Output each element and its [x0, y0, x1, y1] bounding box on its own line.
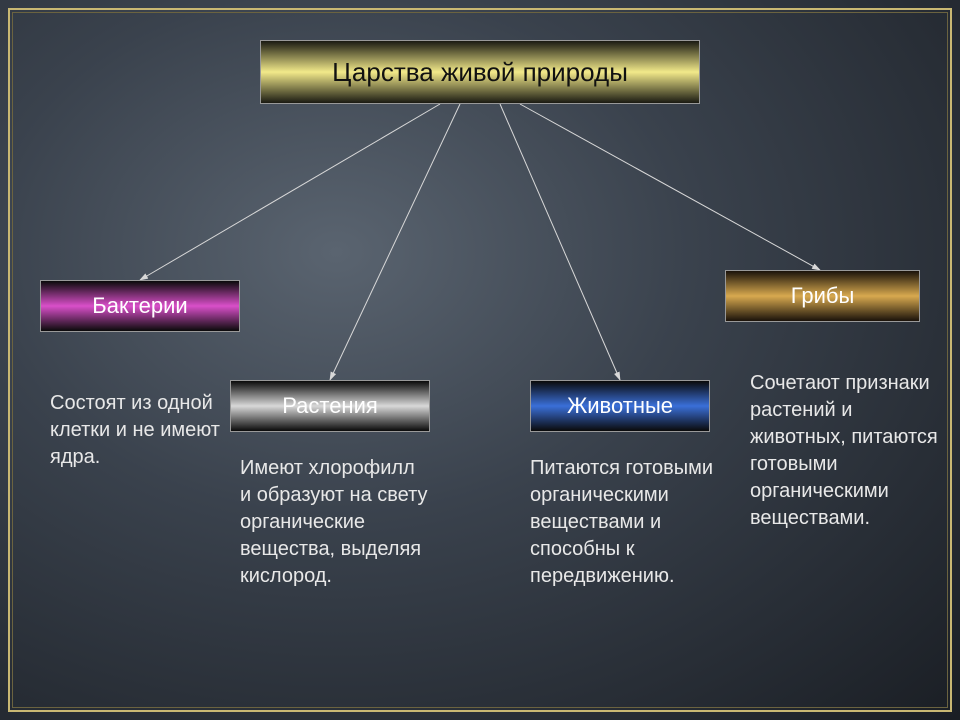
node-plants: Растения — [230, 380, 430, 432]
desc-plants: Имеют хлорофилл и образуют на свету орга… — [240, 455, 430, 590]
node-plants-label: Растения — [282, 393, 378, 419]
root-node: Царства живой природы — [260, 40, 700, 104]
node-bacteria: Бактерии — [40, 280, 240, 332]
node-fungi-label: Грибы — [791, 283, 855, 309]
root-label: Царства живой природы — [332, 57, 628, 88]
node-bacteria-label: Бактерии — [92, 293, 187, 319]
slide-inner-frame — [12, 12, 948, 708]
desc-bacteria: Состоят из одной клетки и не имеют ядра. — [50, 390, 230, 471]
desc-fungi: Сочетают признаки растений и животных, п… — [750, 370, 940, 532]
connector-lines — [0, 0, 960, 720]
desc-animals: Питаются готовыми органическими вещества… — [530, 455, 730, 590]
node-fungi: Грибы — [725, 270, 920, 322]
node-animals: Животные — [530, 380, 710, 432]
slide-outer-frame — [8, 8, 952, 712]
node-animals-label: Животные — [567, 393, 673, 419]
